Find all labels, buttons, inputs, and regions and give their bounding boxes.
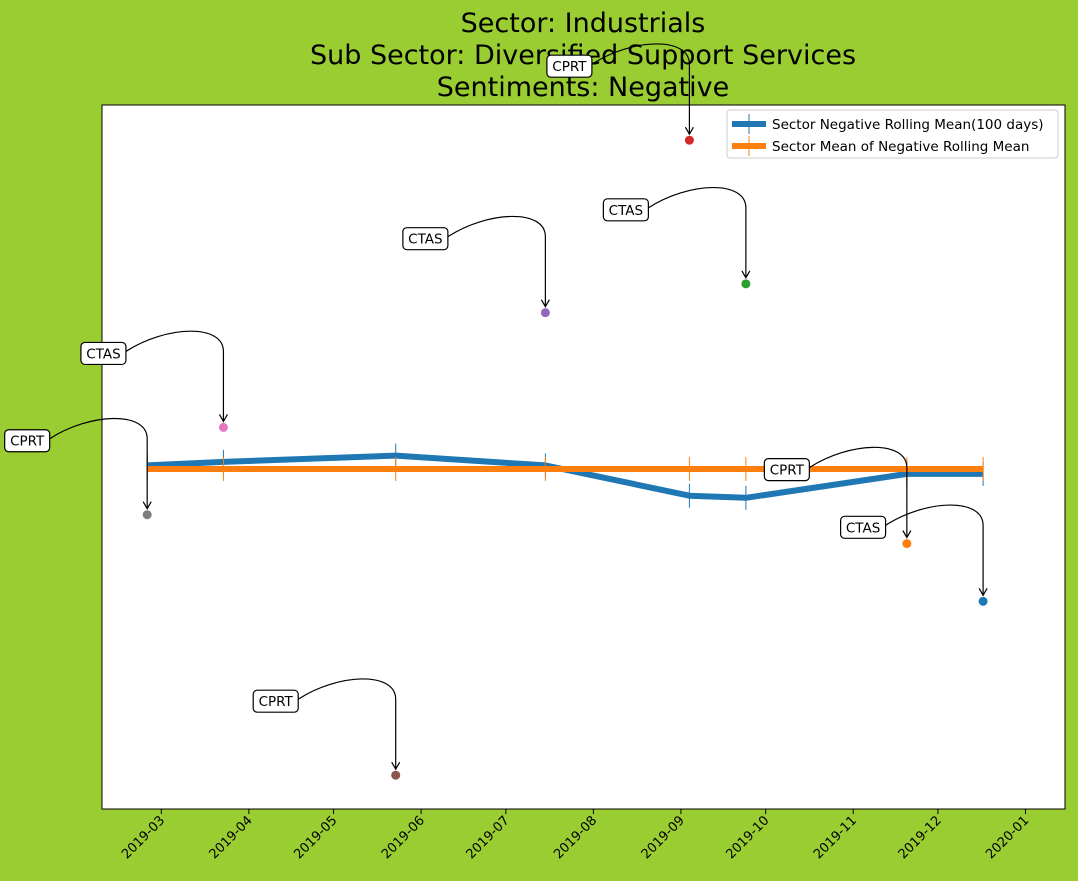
x-tick-label: 2019-08	[551, 813, 600, 862]
annotation-label: CPRT	[259, 694, 294, 710]
x-tick-label: 2020-01	[983, 813, 1032, 862]
x-tick-label: 2019-05	[291, 813, 340, 862]
annotation-label: CTAS	[609, 203, 643, 219]
annotation-box	[840, 515, 887, 539]
annotation: CTAS	[402, 215, 550, 308]
annotation-label: CPRT	[770, 463, 805, 479]
annotation-label: CTAS	[86, 346, 120, 362]
annotation: CTAS	[602, 186, 751, 280]
annotation-arrow	[648, 186, 751, 280]
annotations: CPRT CTAS CPRT CTAS CPRT CTAS CPRT CTAS	[4, 43, 988, 771]
annotation-arrow	[125, 330, 228, 423]
annotation-box	[80, 341, 127, 366]
data-point	[391, 770, 401, 780]
annotation-label: CTAS	[408, 232, 442, 248]
x-tick-label: 2019-11	[811, 813, 860, 862]
annotation-arrow	[447, 215, 550, 308]
x-tick-label: 2019-06	[379, 813, 428, 862]
x-tick-label: 2019-07	[464, 813, 513, 862]
plot-area	[101, 104, 1066, 810]
scatter-points	[142, 135, 988, 780]
x-tick-label: 2019-03	[119, 813, 168, 862]
annotation: CTAS	[80, 330, 228, 423]
data-point	[142, 510, 152, 520]
x-tick-label: 2019-09	[639, 813, 688, 862]
annotation: CTAS	[840, 504, 988, 597]
annotation-box	[4, 429, 51, 453]
annotation-arrow	[297, 678, 401, 771]
annotation: CPRT	[546, 43, 694, 136]
data-point	[218, 422, 228, 432]
data-point	[540, 308, 550, 318]
annotation-arrow	[49, 417, 152, 510]
x-tick-label: 2019-12	[896, 813, 945, 862]
title-line-1: Sector: Industrials	[461, 8, 706, 39]
data-point	[978, 596, 988, 606]
annotation-box	[402, 227, 449, 251]
legend-box	[726, 109, 1059, 159]
annotation-arrow	[809, 446, 912, 539]
annotation: CPRT	[4, 417, 152, 510]
data-point	[902, 539, 912, 549]
data-point	[684, 135, 694, 145]
annotation-label: CPRT	[10, 434, 45, 450]
annotation: CPRT	[763, 446, 912, 539]
x-tick-label: 2019-04	[207, 813, 256, 862]
x-tick-label: 2019-10	[723, 813, 772, 862]
x-axis: 2019-03 2019-04 2019-05 2019-06 2019-07 2019-…	[119, 809, 1032, 862]
legend: Sector Negative Rolling Mean(100 days) S…	[726, 109, 1059, 159]
series-line-0	[147, 452, 984, 501]
annotation-arrow	[591, 43, 694, 136]
annotation-label: CPRT	[552, 59, 587, 75]
annotation-box	[602, 198, 649, 222]
annotation-arrow	[885, 504, 988, 597]
data-point	[741, 279, 751, 289]
annotation-box	[763, 457, 810, 482]
legend-label-rolling-mean: Sector Negative Rolling Mean(100 days)	[772, 117, 1044, 133]
annotation-box	[252, 689, 299, 713]
annotation-box	[546, 54, 593, 78]
annotation-label: CTAS	[846, 520, 880, 536]
annotation: CPRT	[252, 678, 401, 771]
legend-label-mean: Sector Mean of Negative Rolling Mean	[772, 139, 1029, 155]
series-lines	[146, 443, 984, 510]
